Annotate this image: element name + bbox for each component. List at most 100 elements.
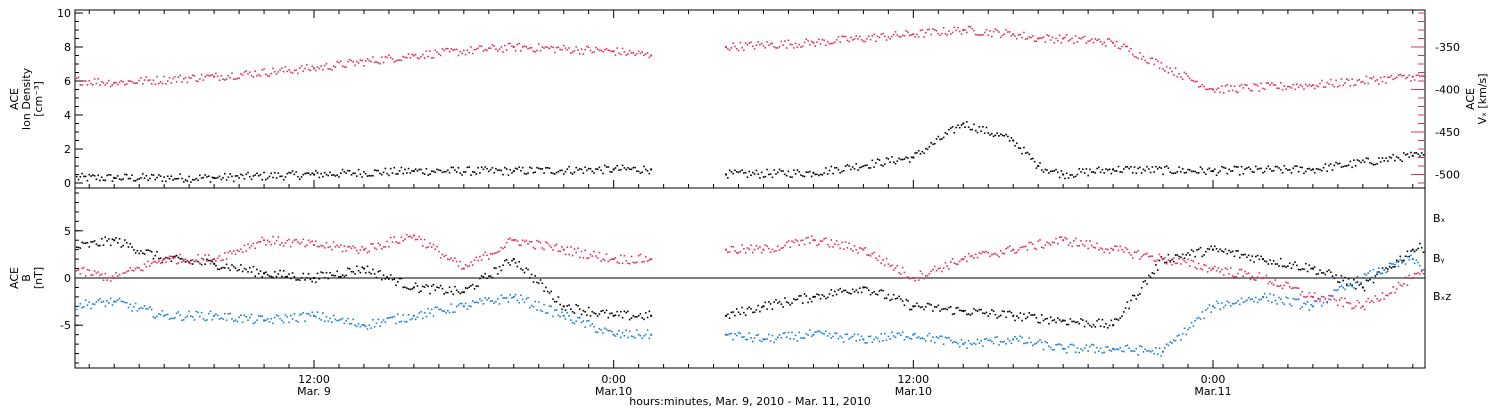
top-sample [630, 168, 633, 171]
bottom-sample [470, 261, 472, 264]
top-sample [229, 77, 231, 79]
top-sample [1051, 36, 1054, 39]
bottom-sample [1194, 255, 1196, 258]
bottom-sample [1042, 319, 1045, 322]
bottom-sample [1185, 333, 1188, 336]
bottom-sample [998, 344, 1000, 346]
bottom-sample [134, 302, 137, 305]
top-sample [1365, 75, 1368, 78]
bottom-sample [869, 335, 872, 338]
bottom-sample [261, 276, 264, 278]
bottom-sample [516, 265, 519, 268]
bottom-data-point [650, 258, 653, 261]
top-sample [136, 178, 139, 181]
top-data-point [313, 67, 315, 70]
bottom-sample [1103, 351, 1105, 354]
bottom-sample [1001, 341, 1004, 343]
top-sample [644, 168, 647, 171]
top-sample [1294, 165, 1296, 168]
bottom-sample [876, 293, 879, 296]
bottom-sample [436, 306, 438, 308]
bottom-sample [1039, 322, 1041, 324]
bottom-sample [1356, 275, 1359, 278]
bottom-data-point [1411, 248, 1414, 251]
bottom-sample [944, 261, 947, 264]
top-sample [1171, 172, 1173, 175]
top-sample [1240, 165, 1243, 168]
bottom-sample [1103, 251, 1105, 254]
top-sample [883, 163, 886, 166]
top-sample [744, 171, 747, 174]
bottom-sample [286, 316, 289, 318]
bottom-sample [1317, 297, 1320, 300]
bottom-sample [97, 299, 99, 302]
top-sample [161, 82, 164, 85]
bottom-sample [1174, 340, 1177, 342]
top-sample [240, 73, 242, 75]
bottom-sample [231, 264, 233, 266]
bottom-sample [880, 289, 883, 291]
top-sample [562, 44, 565, 47]
top-sample [746, 176, 749, 178]
bottom-sample [1181, 258, 1184, 261]
bottom-data-point [213, 258, 216, 261]
top-sample [216, 176, 219, 179]
top-data-point [912, 156, 915, 159]
bottom-sample [141, 307, 144, 310]
bottom-sample [1040, 341, 1043, 344]
top-sample [222, 176, 224, 179]
bottom-sample [1133, 294, 1136, 297]
top-sample [166, 175, 169, 178]
bottom-sample [1165, 262, 1168, 265]
bottom-sample [1263, 292, 1266, 295]
bottom-sample [471, 283, 474, 286]
top-sample [491, 166, 494, 169]
top-sample [504, 166, 506, 169]
top-data-point [1112, 41, 1115, 44]
bottom-sample [976, 256, 979, 259]
bottom-sample [1183, 257, 1186, 260]
top-sample [1256, 168, 1259, 170]
bottom-sample [1294, 298, 1296, 301]
top-sample [496, 169, 499, 172]
bottom-sample [165, 256, 167, 259]
top-sample [805, 171, 808, 173]
bottom-sample [534, 247, 536, 250]
bottom-sample [477, 259, 479, 262]
bottom-sample [932, 268, 934, 271]
top-sample [926, 28, 929, 31]
bottom-sample [256, 242, 258, 244]
top-sample [1335, 79, 1337, 82]
top-sample [1278, 167, 1280, 169]
top-sample [391, 58, 394, 60]
bottom-sample [958, 260, 961, 263]
bottom-sample [338, 275, 340, 278]
top-sample [1306, 168, 1309, 170]
top-sample [536, 49, 538, 52]
bottom-sample [1213, 265, 1216, 268]
bottom-sample [891, 331, 893, 334]
top-sample [1153, 171, 1155, 173]
top-sample [605, 47, 608, 50]
bottom-sample [257, 272, 260, 275]
top-sample [991, 133, 993, 135]
top-sample [618, 52, 620, 54]
top-sample [1010, 35, 1013, 37]
bottom-sample [791, 302, 793, 305]
bottom-sample [161, 309, 164, 312]
top-sample [152, 174, 155, 176]
top-sample [323, 171, 326, 174]
top-sample [901, 158, 904, 161]
bottom-sample [600, 260, 602, 262]
bottom-sample [826, 335, 829, 337]
bottom-sample [534, 275, 536, 277]
top-sample [191, 74, 194, 76]
bottom-sample [1319, 269, 1321, 271]
bottom-sample [375, 276, 378, 279]
top-sample [751, 45, 754, 48]
bottom-data-point [1012, 248, 1015, 251]
bottom-sample [520, 294, 522, 296]
bottom-sample [1315, 273, 1318, 276]
top-sample [427, 55, 429, 58]
top-data-point [612, 168, 615, 171]
